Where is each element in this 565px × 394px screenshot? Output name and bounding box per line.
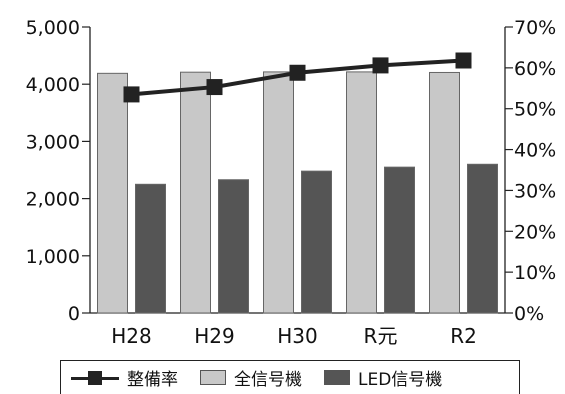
left-tick-label: 1,000 (26, 246, 80, 268)
bar-all-signals (180, 71, 211, 314)
rate-line (123, 52, 472, 103)
right-tick-label: 70% (514, 17, 556, 39)
bar-led-signals (135, 183, 166, 314)
right-axis-ticks: 0% 10% 20% 30% 40% 50% 60% 70% (505, 17, 556, 325)
right-tick-label: 10% (514, 262, 556, 284)
right-tick-label: 0% (514, 303, 544, 325)
rate-point-marker (455, 52, 472, 69)
bar-all-signals (263, 71, 294, 314)
legend-label-rate: 整備率 (127, 370, 178, 390)
legend-line-marker-icon (71, 370, 119, 386)
right-tick-label: 30% (514, 180, 556, 202)
left-tick-label: 3,000 (26, 131, 80, 153)
rate-point-marker (289, 64, 306, 81)
bar-all-signals (97, 72, 128, 314)
right-tick-label: 50% (514, 99, 556, 121)
x-category-label: H28 (111, 324, 152, 348)
rate-point-marker (372, 57, 389, 74)
bar-all-signals (346, 71, 377, 314)
x-category-label: H30 (277, 324, 318, 348)
legend-item-rate: 整備率 (71, 365, 178, 390)
legend-swatch-led-signals (324, 370, 350, 385)
left-tick-label: 4,000 (26, 74, 80, 96)
x-category-label: R2 (450, 324, 477, 348)
left-tick-label: 0 (68, 303, 80, 325)
left-tick-label: 2,000 (26, 189, 80, 211)
bar-led-signals (301, 170, 332, 314)
bar-led-signals (384, 166, 415, 314)
bars (97, 71, 498, 314)
rate-point-marker (206, 79, 223, 96)
bar-led-signals (467, 163, 498, 314)
x-axis-categories: H28 H29 H30 R元 R2 (111, 324, 477, 348)
legend: 整備率 全信号機 LED信号機 (60, 360, 520, 394)
right-tick-label: 60% (514, 58, 556, 80)
legend-item-all-signals: 全信号機 (200, 365, 302, 390)
legend-label-led-signals: LED信号機 (358, 370, 443, 390)
x-category-label: R元 (364, 324, 398, 348)
left-tick-label: 5,000 (26, 17, 80, 39)
rate-point-marker (123, 86, 140, 103)
right-tick-label: 40% (514, 140, 556, 162)
legend-item-led-signals: LED信号機 (324, 365, 442, 390)
left-axis-ticks: 0 1,000 2,000 3,000 4,000 5,000 (26, 17, 90, 325)
legend-label-all-signals: 全信号機 (234, 370, 302, 390)
right-tick-label: 20% (514, 221, 556, 243)
bar-led-signals (218, 179, 249, 314)
x-category-label: H29 (194, 324, 235, 348)
bar-all-signals (429, 71, 460, 314)
legend-swatch-all-signals (200, 370, 226, 385)
